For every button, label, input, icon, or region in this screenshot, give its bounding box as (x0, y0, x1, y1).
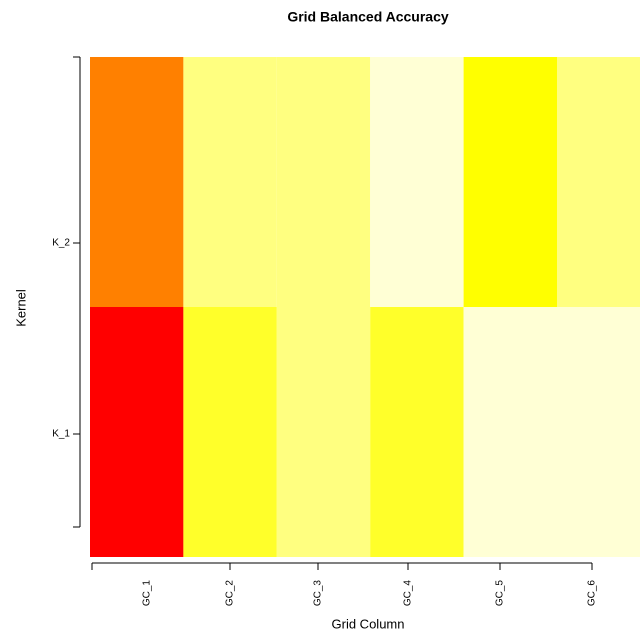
x-tick-label: GC_4 (403, 580, 414, 607)
heatmap-cell (557, 307, 640, 557)
x-tick-label: GC_3 (313, 580, 324, 607)
heatmap-cell (557, 57, 640, 307)
heatmap-cell (276, 57, 371, 307)
heatmap-cell (370, 307, 464, 557)
heatmap-cell (463, 57, 557, 307)
x-tick-label: GC_6 (587, 580, 598, 607)
heatmap-cell (183, 307, 277, 557)
x-axis-title: Grid Column (332, 616, 405, 631)
y-axis-title: Kernel (13, 289, 28, 327)
y-tick-label: K_1 (52, 429, 70, 440)
heatmap-cell (276, 307, 371, 557)
heatmap-cell (370, 57, 464, 307)
heatmap-cells (90, 57, 640, 557)
chart-title: Grid Balanced Accuracy (287, 9, 449, 25)
heatmap-cell (90, 57, 184, 307)
y-tick-label: K_2 (52, 238, 70, 249)
heatmap-cell (90, 307, 184, 557)
heatmap-cell (183, 57, 277, 307)
heatmap-cell (463, 307, 557, 557)
x-tick-label: GC_1 (142, 580, 153, 607)
x-tick-label: GC_5 (495, 580, 506, 607)
x-tick-label: GC_2 (225, 580, 236, 607)
